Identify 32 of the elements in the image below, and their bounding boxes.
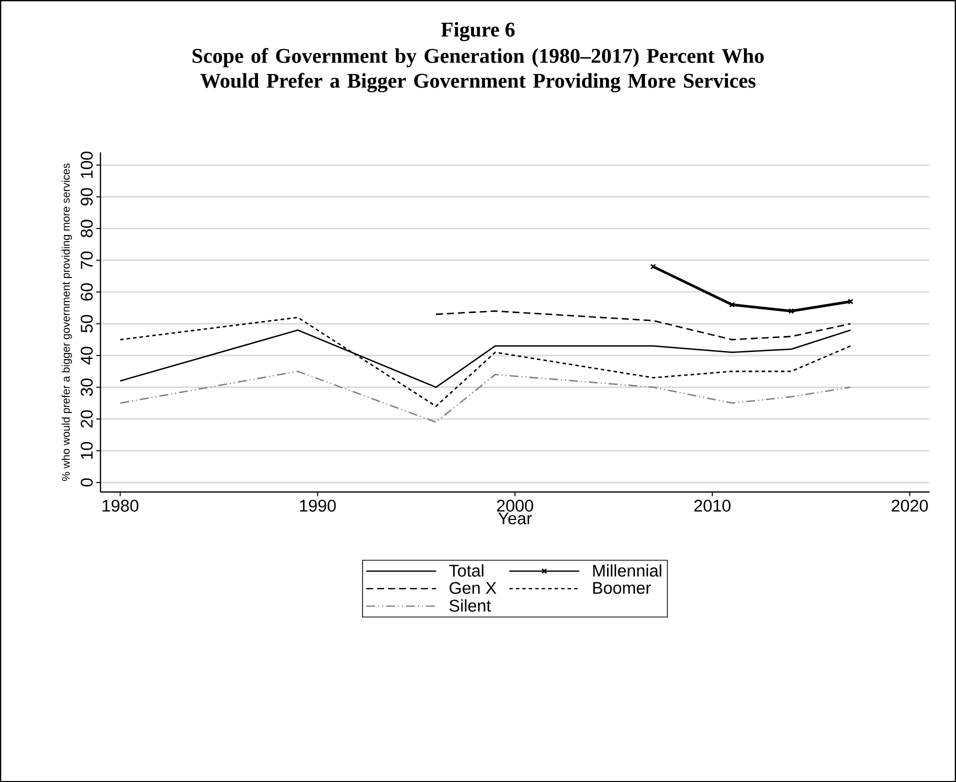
x-tick-label: 2020	[892, 500, 928, 512]
point	[729, 302, 735, 308]
x-axis-title: Year	[498, 512, 532, 524]
y-tick-label: 90	[80, 188, 93, 206]
legend-label: Millennial	[593, 564, 662, 577]
point	[788, 308, 794, 314]
x-tick-label: 1990	[300, 500, 336, 512]
y-tick-label: 50	[80, 314, 93, 332]
y-axis-title: % who would prefer a bigger government providing more services	[62, 163, 72, 481]
y-tick-label: 10	[80, 442, 93, 459]
legend-label: Silent	[450, 599, 491, 612]
y-tick-label: 60	[80, 283, 93, 300]
y-tick-label: 100	[80, 152, 93, 178]
legend-label: Gen X	[450, 582, 496, 594]
point	[650, 264, 656, 270]
y-tick-label: 0	[80, 478, 93, 486]
x-tick-label: 1980	[102, 500, 138, 512]
legend-label: Boomer	[593, 582, 651, 594]
chart-title: Figure 6	[441, 22, 515, 42]
chart-subtitle: Scope of Government by Generation (1980–2017) Percent Who Would Prefer a Bigger Government Providing More Services	[192, 48, 764, 92]
line-series	[120, 316, 852, 407]
y-tick-label: 40	[80, 346, 93, 364]
y-tick-label: 30	[80, 378, 93, 396]
line-series	[120, 370, 852, 423]
line-series	[435, 310, 852, 340]
x-tick-label: 2000	[497, 500, 534, 512]
y-tick-label: 80	[80, 220, 93, 238]
legend-label: Total	[449, 564, 484, 577]
y-tick-label: 20	[80, 410, 93, 428]
y-tick-label: 70	[80, 251, 93, 269]
x-tick-label: 2010	[694, 500, 730, 512]
point	[848, 298, 854, 304]
